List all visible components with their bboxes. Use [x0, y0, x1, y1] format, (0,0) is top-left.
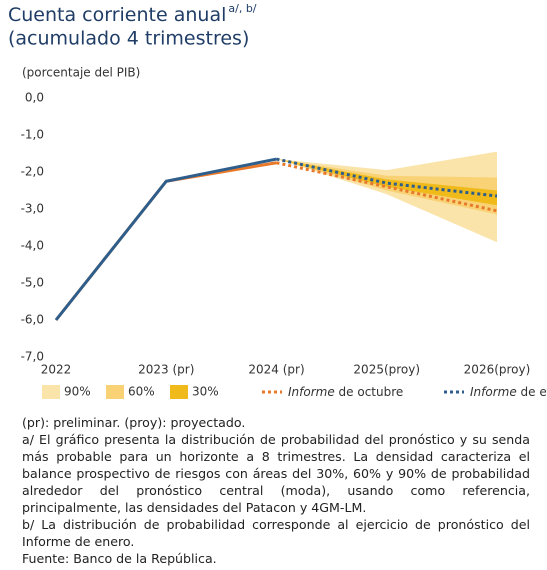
- legend-label-rest: de enero: [517, 385, 547, 399]
- forecast-line: [276, 157, 498, 198]
- legend-label: 90%: [64, 385, 91, 399]
- forecast-line: [276, 161, 498, 213]
- history-line: [54, 161, 277, 321]
- legend-label-italic: Informe: [470, 385, 517, 399]
- x-tick-label: 2026(proy): [464, 363, 531, 377]
- x-tick-label: 2023 (pr): [138, 363, 194, 377]
- y-axis-label: (porcentaje del PIB): [22, 66, 140, 80]
- legend-label-rest: de octubre: [335, 385, 404, 399]
- chart-title: Cuenta corriente anual a/, b/: [8, 2, 257, 26]
- legend-swatch: [42, 385, 60, 399]
- y-tick-label: -1,0: [21, 128, 44, 142]
- legend-swatch: [170, 385, 188, 399]
- note: Fuente: Banco de la República.: [22, 551, 217, 566]
- history-line: [54, 157, 277, 321]
- title-text: Cuenta corriente anual: [8, 4, 226, 26]
- chart: Cuenta corriente anual a/, b/ (acumulado …: [8, 2, 547, 399]
- legend-label: 30%: [192, 385, 219, 399]
- legend-label: Informe de enero: [470, 385, 547, 399]
- y-tick-label: -7,0: [21, 350, 44, 364]
- legend-label: Informe de octubre: [288, 385, 403, 399]
- title-superscript: a/, b/: [228, 2, 256, 15]
- legend-swatch: [106, 385, 124, 399]
- y-tick-label: -2,0: [21, 165, 44, 179]
- x-tick-label: 2024 (pr): [248, 363, 304, 377]
- x-tick-label: 2025(proy): [353, 363, 420, 377]
- y-tick-label: -3,0: [21, 202, 44, 216]
- legend-label-italic: Informe: [288, 385, 335, 399]
- notes: (pr): preliminar. (proy): proyectado. a/ …: [22, 414, 530, 567]
- note: b/ La distribución de probabilidad corre…: [22, 517, 530, 549]
- y-tick-label: 0,0: [25, 91, 44, 105]
- y-tick-label: -5,0: [21, 276, 44, 290]
- x-tick-label: 2022: [41, 363, 72, 377]
- y-tick-label: -4,0: [21, 239, 44, 253]
- legend-label: 60%: [128, 385, 155, 399]
- note: (pr): preliminar. (proy): proyectado.: [22, 415, 246, 430]
- note: a/ El gráfico presenta la distribución d…: [22, 432, 530, 515]
- y-tick-label: -6,0: [21, 313, 44, 327]
- chart-subtitle: (acumulado 4 trimestres): [8, 28, 249, 50]
